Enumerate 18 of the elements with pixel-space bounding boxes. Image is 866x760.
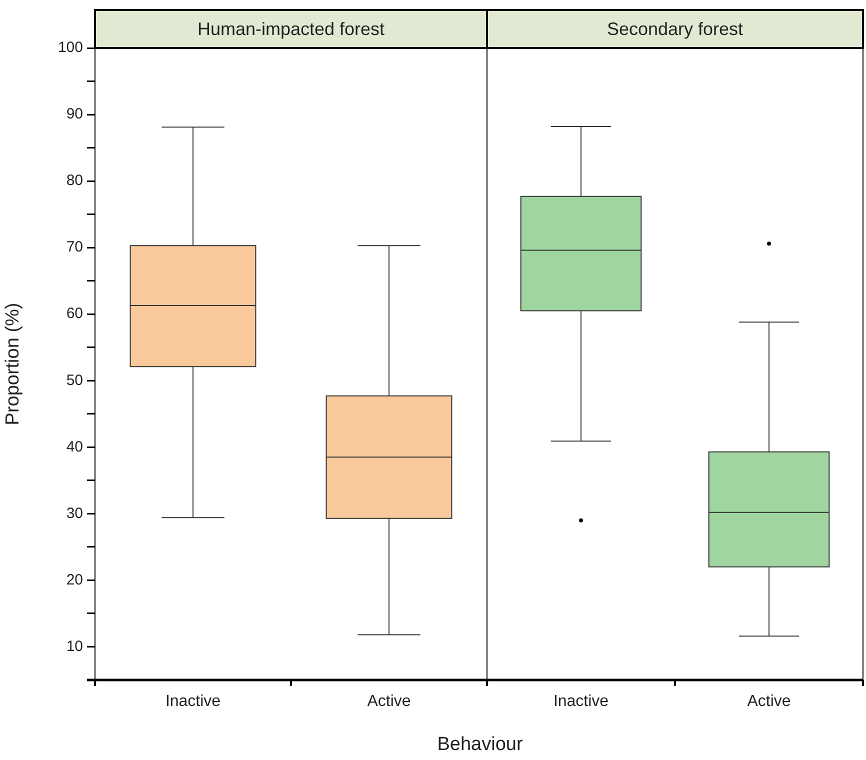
x-tick-label: Inactive — [553, 693, 609, 710]
y-tick-label: 30 — [66, 504, 83, 522]
x-tick-label: Active — [367, 693, 411, 710]
y-tick-label: 10 — [66, 638, 83, 655]
x-tick-label: Active — [747, 693, 791, 710]
chart-title: Human-impacted forest — [197, 18, 385, 39]
chart-title: Secondary forest — [606, 18, 744, 39]
x-axis-title: Behaviour — [436, 734, 524, 756]
y-tick-label: 20 — [66, 571, 83, 588]
y-tick-label: 40 — [66, 438, 83, 456]
y-axis-title: Proportion (%) — [2, 302, 24, 426]
y-tick-label: 80 — [66, 172, 83, 190]
y-tick-label: 60 — [66, 305, 83, 322]
y-tick-label: 90 — [66, 106, 83, 123]
y-tick-label: 100 — [58, 39, 83, 56]
y-tick-label: 70 — [66, 238, 83, 256]
y-tick-label: 50 — [66, 372, 83, 389]
x-tick-label: Inactive — [165, 693, 221, 710]
